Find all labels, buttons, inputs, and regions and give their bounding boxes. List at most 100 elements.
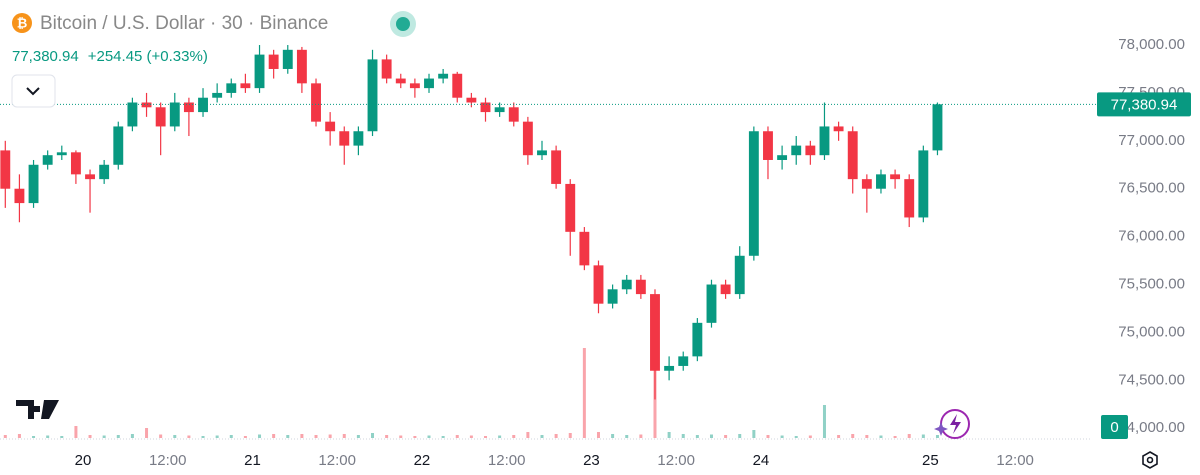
candle-body [367, 59, 378, 132]
volume-bar [596, 432, 600, 438]
y-tick-label: 74,000.00 [1118, 419, 1185, 436]
status-dot [396, 17, 410, 31]
candle-body [296, 49, 307, 84]
y-tick-label: 77,000.00 [1118, 132, 1185, 149]
candle-body [706, 284, 717, 323]
volume-bar [441, 436, 445, 438]
candle-body [522, 121, 533, 156]
candle-body [650, 294, 660, 371]
volume-bar [243, 436, 247, 438]
candle-body [141, 102, 152, 108]
volume-bar [314, 435, 318, 438]
candle-body [833, 126, 844, 132]
candle-body [452, 73, 463, 98]
candle-body [353, 131, 364, 146]
volume-bar [582, 348, 586, 438]
volume-bar [201, 436, 205, 438]
candle-body [70, 152, 81, 175]
candle-body [339, 131, 350, 146]
candle-body [240, 83, 251, 89]
candle-body [565, 183, 576, 232]
candle-body [861, 179, 872, 189]
x-tick-label: 20 [75, 452, 92, 469]
candle-body [918, 150, 929, 218]
candle-body [847, 131, 858, 180]
candle-body [183, 102, 194, 113]
candle-body [678, 356, 689, 366]
volume-bar [512, 435, 516, 438]
candle-body [212, 92, 223, 98]
volume-bar [399, 435, 403, 438]
y-tick-label: 74,500.00 [1118, 371, 1185, 388]
candle-body [932, 104, 943, 151]
candle-body [734, 255, 745, 295]
chart-title: Bitcoin / U.S. Dollar · 30 · Binance [40, 13, 328, 34]
candle-body [56, 152, 67, 156]
candle-body [763, 131, 773, 160]
volume-bar [215, 435, 219, 438]
candle-body [748, 131, 759, 256]
volume-bar [46, 435, 50, 438]
volume-bar [709, 434, 713, 438]
candle-body [268, 54, 279, 69]
chevron-icon [26, 87, 40, 96]
volume-bar [469, 435, 473, 438]
candle-body [438, 73, 449, 79]
candle-body [113, 126, 124, 165]
volume-bar [229, 435, 233, 438]
volume-bar [88, 435, 92, 438]
volume-bar [173, 435, 177, 438]
x-tick-label: 22 [414, 452, 431, 469]
volume-bar [102, 435, 106, 438]
volume-bar [356, 435, 360, 438]
candle-body [198, 97, 208, 113]
x-tick-label: 12:00 [996, 452, 1034, 469]
collapse-button[interactable] [11, 74, 56, 108]
volume-bar [554, 434, 558, 438]
volume-bar [907, 434, 911, 438]
candle-body [791, 145, 802, 156]
volume-bar [130, 434, 134, 438]
x-tick-label: 21 [244, 452, 261, 469]
volume-bar [17, 434, 21, 438]
x-tick-label: 12:00 [318, 452, 356, 469]
candle-body [819, 126, 830, 156]
volume-bar [611, 434, 615, 438]
volume-bar [74, 426, 78, 438]
volume-bar [865, 435, 869, 438]
candle-body [466, 97, 477, 103]
candle-body [424, 78, 434, 89]
candle-body [409, 83, 420, 89]
volume-bar [455, 435, 459, 438]
candle-body [28, 164, 39, 204]
candle-body [169, 102, 180, 127]
volume-bar [272, 434, 276, 438]
x-tick-label: 12:00 [149, 452, 187, 469]
volume-bar [851, 434, 855, 438]
volume-bar [385, 435, 389, 438]
volume-bar [60, 436, 64, 438]
volume-bar [568, 433, 572, 438]
volume-bar [371, 433, 375, 438]
x-tick-label: 24 [753, 452, 770, 469]
volume-bar [780, 435, 784, 438]
candle-body [692, 322, 703, 357]
volume-badge [1101, 415, 1128, 439]
volume-bar [159, 434, 163, 438]
volume-bar [935, 435, 939, 438]
settings-button[interactable] [1142, 451, 1158, 469]
y-tick-label: 78,000.00 [1118, 36, 1185, 53]
volume-bar [724, 435, 728, 438]
x-tick-label: 12:00 [657, 452, 695, 469]
candle-body [805, 145, 816, 156]
candle-body [551, 150, 562, 184]
candle-body [14, 188, 25, 204]
coin-icon-glyph: ₿ [17, 15, 28, 30]
candle-body [607, 289, 618, 304]
volume-bar [328, 434, 332, 438]
y-tick-label: 75,500.00 [1118, 275, 1185, 292]
volume-bar [822, 405, 826, 438]
y-tick-label: 76,000.00 [1118, 228, 1185, 245]
